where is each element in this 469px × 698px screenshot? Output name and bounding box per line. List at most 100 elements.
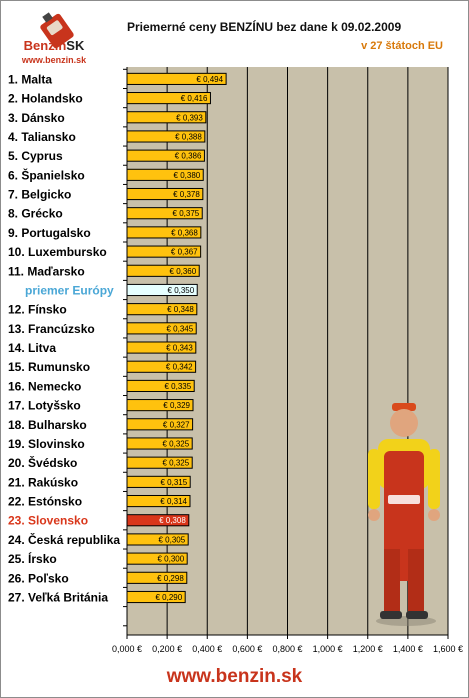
category-label: 24. Česká republika — [8, 532, 120, 547]
bar — [126, 418, 194, 431]
bar-value-label: € 0,360 — [170, 267, 197, 276]
bar-value-label: € 0,367 — [171, 248, 198, 257]
bar — [126, 149, 205, 162]
bar — [126, 92, 211, 105]
category-label: 27. Veľká Británia — [8, 591, 108, 605]
category-label: 2. Holandsko — [8, 92, 83, 106]
footer-url: www.benzin.sk — [166, 666, 303, 687]
bar-value-label: € 0,298 — [157, 574, 184, 583]
bar — [126, 571, 188, 584]
category-label: 1. Malta — [8, 72, 52, 86]
category-label: 15. Rumunsko — [8, 360, 90, 374]
bar — [126, 590, 186, 604]
category-label: 26. Poľsko — [8, 571, 69, 585]
bar — [126, 283, 198, 297]
logo-url: www.benzin.sk — [21, 55, 87, 65]
x-tick-label: 0,400 € — [192, 644, 222, 654]
bar — [126, 245, 202, 258]
bar — [126, 111, 207, 124]
bar-value-label: € 0,315 — [160, 478, 187, 487]
category-label: 5. Cyprus — [8, 149, 63, 163]
logo-brand: BenzinSK — [23, 38, 85, 53]
bar — [126, 341, 197, 354]
x-tick-label: 1,600 € — [433, 644, 463, 654]
bar-value-label: € 0,375 — [173, 209, 200, 218]
x-tick-label: 0,000 € — [112, 644, 142, 654]
x-tick-label: 1,200 € — [353, 644, 383, 654]
bar-value-label: € 0,335 — [165, 382, 192, 391]
bar-value-label: € 0,327 — [163, 420, 190, 429]
category-label: 21. Rakúsko — [8, 475, 78, 489]
bar-value-label: € 0,494 — [196, 75, 223, 84]
bar — [126, 130, 206, 143]
chart-title: Priemerné ceny BENZÍNU bez dane k 09.02.… — [127, 20, 402, 34]
bar — [126, 360, 197, 373]
bar — [126, 514, 190, 527]
bar — [126, 533, 189, 546]
category-label: 13. Francúzsko — [8, 322, 95, 336]
category-label: 11. Maďarsko — [8, 264, 85, 278]
bar-value-label: € 0,368 — [171, 228, 198, 237]
bar — [126, 475, 191, 488]
category-label: priemer Európy — [25, 283, 114, 297]
category-label: 16. Nemecko — [8, 379, 81, 393]
bar-value-label: € 0,325 — [163, 439, 190, 448]
chart-subtitle: v 27 štátoch EU — [361, 40, 443, 52]
bar — [126, 456, 193, 469]
bar — [126, 226, 202, 239]
x-tick-label: 0,800 € — [272, 644, 302, 654]
bar-value-label: € 0,393 — [176, 113, 203, 122]
category-label: 9. Portugalsko — [8, 226, 91, 240]
bar — [126, 322, 197, 335]
category-label: 8. Grécko — [8, 207, 63, 221]
bar — [126, 379, 195, 392]
bar-value-label: € 0,329 — [163, 401, 190, 410]
x-tick-label: 0,600 € — [232, 644, 262, 654]
bar-value-label: € 0,314 — [160, 497, 187, 506]
category-label: 7. Belgicko — [8, 188, 71, 202]
x-tick-label: 0,200 € — [152, 644, 182, 654]
bar — [126, 72, 227, 85]
category-label: 17. Lotyšsko — [8, 399, 81, 413]
category-label: 20. Švédsko — [8, 455, 77, 470]
category-label: 23. Slovensko — [8, 514, 88, 528]
bar — [126, 437, 193, 450]
bar-value-label: € 0,345 — [167, 324, 194, 333]
category-label: 25. Írsko — [8, 551, 57, 566]
category-label: 3. Dánsko — [8, 111, 65, 125]
category-label: 10. Luxembursko — [8, 245, 107, 259]
bar-value-label: € 0,416 — [181, 94, 208, 103]
bar — [126, 552, 188, 565]
bar — [126, 264, 200, 277]
bar-value-label: € 0,305 — [158, 535, 185, 544]
x-tick-label: 1,400 € — [393, 644, 423, 654]
bar — [126, 207, 203, 220]
bar — [126, 168, 204, 181]
category-label: 6. Španielsko — [8, 167, 85, 182]
bar-value-label: € 0,290 — [155, 593, 182, 602]
bar — [126, 187, 204, 201]
bar-value-label: € 0,380 — [174, 171, 201, 180]
bar-value-label: € 0,378 — [173, 190, 200, 199]
bar — [126, 494, 191, 508]
bar-value-label: € 0,350 — [168, 286, 195, 295]
category-label: 14. Litva — [8, 341, 56, 355]
bar-value-label: € 0,386 — [175, 152, 202, 161]
bar-value-label: € 0,300 — [157, 555, 184, 564]
bar-value-label: € 0,343 — [166, 344, 193, 353]
bar-value-label: € 0,308 — [159, 516, 186, 525]
category-label: 22. Estónsko — [8, 495, 82, 509]
category-label: 19. Slovinsko — [8, 437, 85, 451]
bar-value-label: € 0,325 — [163, 459, 190, 468]
bar-value-label: € 0,348 — [167, 305, 194, 314]
category-label: 18. Bulharsko — [8, 418, 87, 432]
mechanic-mascot-icon — [368, 403, 440, 626]
bar-value-label: € 0,388 — [175, 132, 202, 141]
benzin-logo-icon — [40, 12, 74, 49]
bar — [126, 303, 198, 316]
x-tick-label: 1,000 € — [313, 644, 343, 654]
bar-value-label: € 0,342 — [166, 363, 193, 372]
category-label: 12. Fínsko — [8, 303, 67, 317]
category-label: 4. Taliansko — [8, 130, 76, 144]
